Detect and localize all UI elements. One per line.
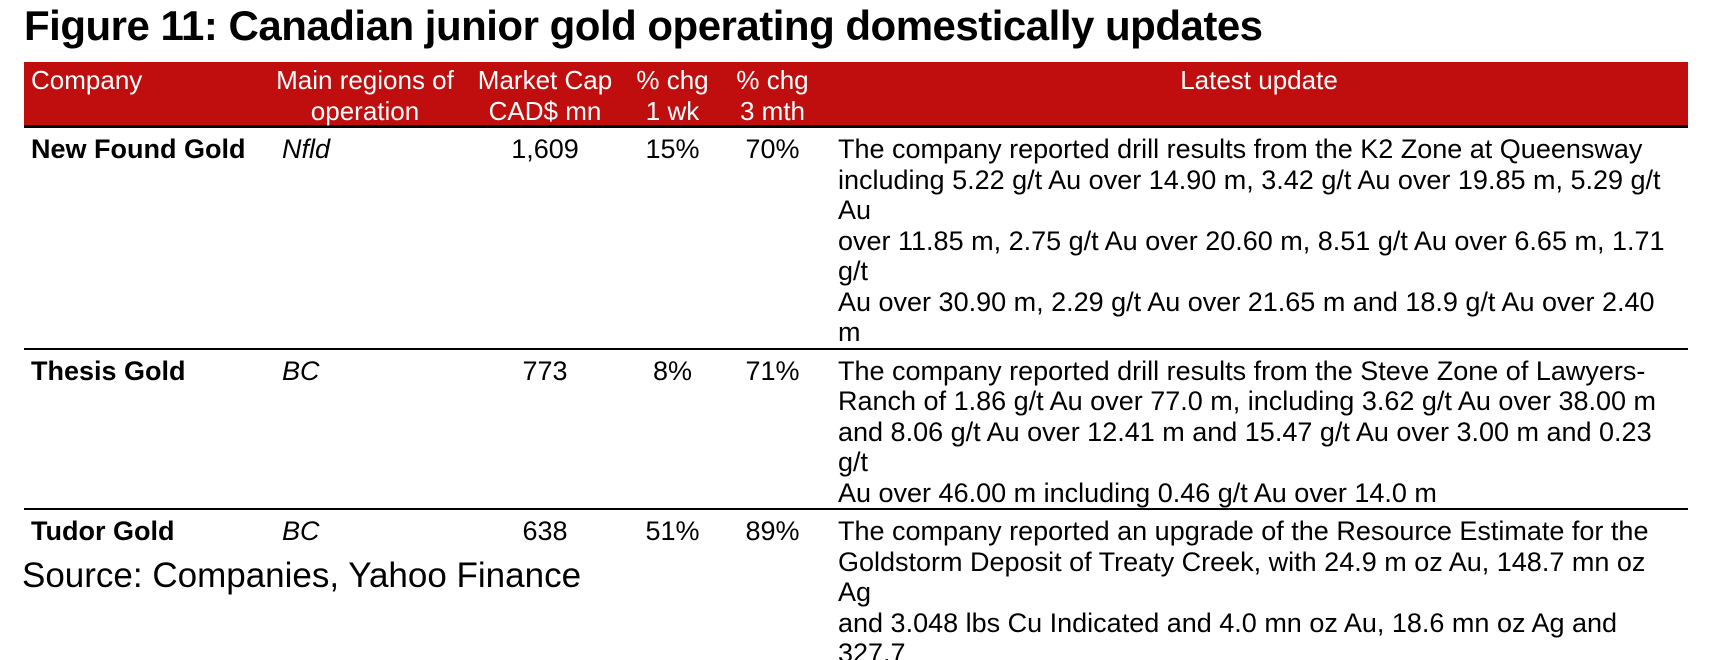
source-note: Source: Companies, Yahoo Finance: [22, 556, 582, 595]
table-row-new-found-gold: New Found Gold Nfld 1,609 15% 70% The co…: [24, 128, 1688, 350]
latest-update-cell: The company reported an upgrade of the R…: [838, 516, 1649, 660]
figure-title: Figure 11: Canadian junior gold operatin…: [24, 2, 1263, 49]
table-row-thesis-gold: Thesis Gold BC 773 8% 71% The company re…: [24, 350, 1688, 510]
chg-3mth-cell: 89%: [745, 516, 800, 546]
header-chg-3mth: % chg 3 mth: [736, 65, 809, 126]
header-chg-1wk: % chg 1 wk: [636, 65, 709, 126]
header-company: Company: [31, 65, 143, 95]
market-cap-cell: 1,609: [511, 134, 579, 164]
region-cell: Nfld: [282, 134, 331, 164]
company-name-cell: New Found Gold: [31, 134, 246, 164]
latest-update-cell: The company reported drill results from …: [838, 134, 1665, 347]
chg-1wk-cell: 51%: [645, 516, 700, 546]
chg-3mth-cell: 71%: [745, 355, 800, 386]
header-latest-update: Latest update: [1180, 65, 1338, 95]
table-row-tudor-gold: Tudor Gold BC 638 51% 89% The company re…: [24, 510, 1688, 660]
header-market-cap: Market Cap CAD$ mn: [477, 65, 613, 126]
company-name-cell: Thesis Gold: [31, 355, 186, 386]
region-cell: BC: [282, 355, 320, 386]
region-cell: BC: [282, 516, 320, 546]
chg-1wk-cell: 8%: [652, 355, 693, 386]
chg-1wk-cell: 15%: [645, 134, 700, 164]
updates-table: Company Main regions of operation Market…: [24, 62, 1688, 660]
company-name-cell: Tudor Gold: [31, 516, 175, 546]
latest-update-cell: The company reported drill results from …: [838, 355, 1657, 508]
table-header-row: Company Main regions of operation Market…: [24, 62, 1688, 128]
market-cap-cell: 638: [522, 516, 568, 546]
header-main-regions: Main regions of operation: [276, 65, 454, 126]
market-cap-cell: 773: [522, 355, 568, 386]
chg-3mth-cell: 70%: [745, 134, 800, 164]
